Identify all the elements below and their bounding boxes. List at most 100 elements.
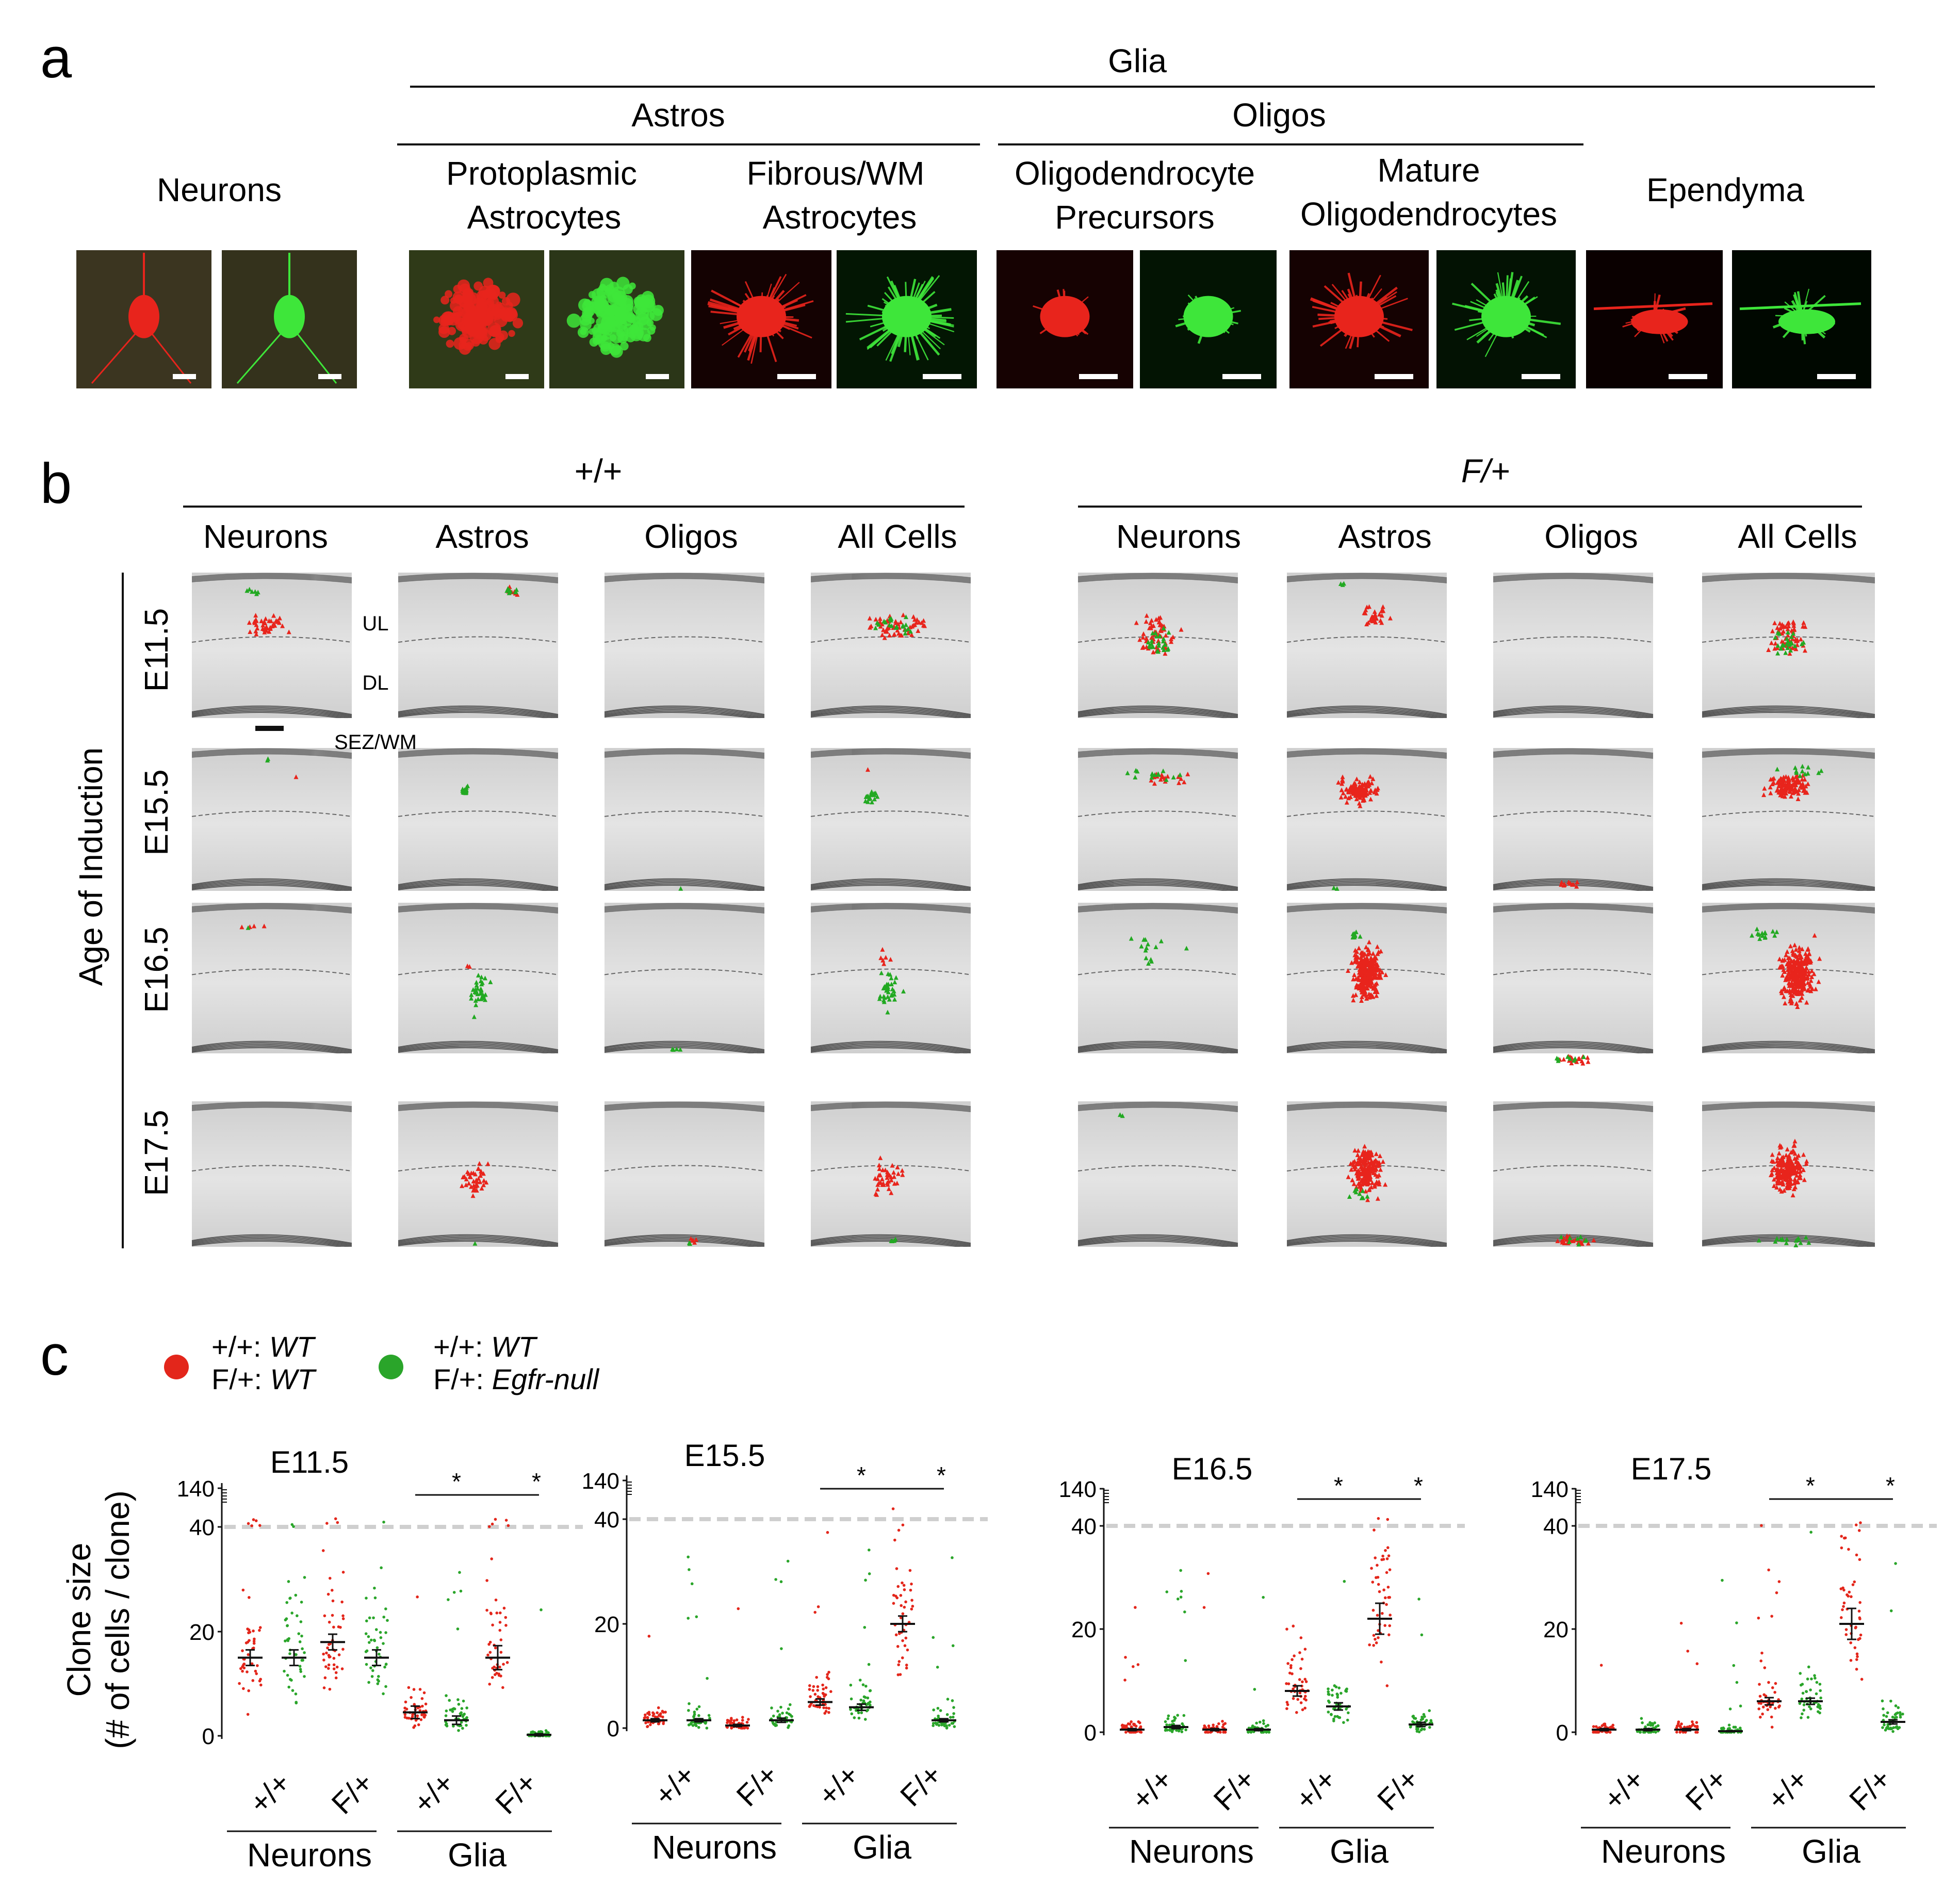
clone-data-point bbox=[1848, 1590, 1851, 1594]
cell-marker bbox=[1801, 1167, 1806, 1173]
clone-data-point bbox=[1132, 1665, 1135, 1668]
cell-marker bbox=[1774, 1184, 1779, 1190]
clone-data-point bbox=[374, 1628, 378, 1631]
pial-surface-line bbox=[1493, 576, 1654, 581]
section-background bbox=[1493, 573, 1653, 727]
clone-data-point bbox=[494, 1646, 497, 1650]
cell-marker bbox=[1359, 959, 1364, 964]
clone-data-point bbox=[384, 1685, 387, 1688]
clone-data-point bbox=[1648, 1721, 1652, 1724]
opc-title-line1: Oligodendrocyte bbox=[1015, 155, 1255, 192]
cell-process-blob bbox=[459, 298, 469, 308]
clone-data-point bbox=[821, 1683, 824, 1687]
pial-surface-line bbox=[191, 751, 352, 757]
pial-surface-line bbox=[1286, 1101, 1447, 1107]
ventricle-line bbox=[1493, 707, 1654, 716]
ventricle-line bbox=[1286, 708, 1447, 717]
clone-data-point bbox=[787, 1726, 790, 1729]
clone-data-point bbox=[1303, 1695, 1307, 1698]
cell-marker bbox=[1352, 790, 1358, 795]
clone-data-point bbox=[1805, 1690, 1808, 1694]
clone-data-point bbox=[365, 1649, 369, 1652]
cell-marker bbox=[1370, 1180, 1375, 1185]
clone-data-point bbox=[816, 1605, 820, 1608]
layer-boundary bbox=[191, 810, 352, 817]
cell-marker bbox=[1364, 993, 1369, 998]
clone-data-point bbox=[303, 1651, 306, 1654]
pial-surface-line bbox=[604, 750, 765, 756]
cell-marker bbox=[468, 1174, 473, 1179]
clone-data-point bbox=[465, 1723, 468, 1727]
clone-data-point bbox=[1849, 1641, 1853, 1645]
cell-marker bbox=[293, 774, 299, 779]
cell-marker bbox=[1141, 644, 1146, 649]
clone-data-point bbox=[459, 1712, 462, 1715]
cell-marker bbox=[1357, 779, 1362, 785]
pial-surface-line bbox=[810, 907, 971, 913]
clone-data-point bbox=[688, 1702, 691, 1705]
clone-data-point bbox=[1368, 1643, 1371, 1647]
cell-marker bbox=[1784, 952, 1789, 957]
significance-star: * bbox=[452, 1468, 461, 1495]
cell-marker bbox=[1340, 774, 1345, 779]
cell-marker bbox=[246, 925, 251, 930]
section-background bbox=[1493, 1101, 1653, 1256]
section-background bbox=[1078, 748, 1238, 900]
clone-data-point bbox=[301, 1658, 304, 1662]
clone-data-point bbox=[1799, 1672, 1802, 1675]
cell-marker bbox=[259, 618, 264, 623]
cell-marker bbox=[1358, 1156, 1363, 1161]
cell-marker bbox=[1793, 646, 1799, 652]
ventricle-line bbox=[191, 708, 352, 717]
x-tick-label: F/+ bbox=[1207, 1762, 1262, 1817]
clone-data-point bbox=[341, 1571, 345, 1574]
fplus-header: F/+ bbox=[1461, 452, 1510, 490]
clone-data-point bbox=[901, 1612, 905, 1616]
cell-marker bbox=[1152, 781, 1157, 786]
clone-data-point bbox=[376, 1682, 380, 1685]
clone-data-point bbox=[936, 1706, 940, 1710]
clone-data-point bbox=[487, 1642, 491, 1646]
clone-data-point bbox=[1813, 1674, 1816, 1677]
cell-marker bbox=[1805, 781, 1810, 786]
ventricle-line bbox=[1286, 712, 1447, 720]
cell-marker bbox=[1802, 981, 1807, 986]
clone-data-point bbox=[822, 1706, 825, 1710]
cell-marker bbox=[1792, 989, 1797, 994]
clone-data-point bbox=[657, 1706, 660, 1710]
clone-data-point bbox=[932, 1721, 935, 1725]
wt-header: +/+ bbox=[575, 452, 623, 490]
clone-data-point bbox=[656, 1716, 659, 1719]
cell-marker bbox=[1358, 795, 1363, 800]
brain-section bbox=[398, 748, 559, 900]
clone-data-point bbox=[697, 1705, 701, 1708]
cell-marker bbox=[1372, 974, 1377, 980]
pial-surface-line bbox=[1702, 906, 1875, 912]
clone-data-point bbox=[1377, 1636, 1380, 1639]
clone-data-point bbox=[850, 1712, 854, 1716]
clone-data-point bbox=[365, 1663, 368, 1666]
clone-data-point bbox=[826, 1673, 829, 1676]
section-bottom-mask bbox=[605, 891, 764, 900]
clone-data-point bbox=[1258, 1720, 1262, 1724]
clone-data-point bbox=[1346, 1718, 1349, 1722]
clone-data-point bbox=[452, 1591, 456, 1594]
cell-marker bbox=[1779, 786, 1785, 791]
clone-data-point bbox=[1773, 1690, 1776, 1694]
clone-data-point bbox=[1807, 1665, 1810, 1669]
cell-marker bbox=[1336, 780, 1341, 785]
clone-data-point bbox=[1416, 1728, 1419, 1731]
cell-marker bbox=[1789, 639, 1794, 644]
clone-data-point bbox=[248, 1639, 251, 1642]
clone-data-point bbox=[326, 1592, 330, 1596]
clone-data-point bbox=[241, 1649, 244, 1652]
clone-data-point bbox=[1332, 1717, 1335, 1721]
pial-surface-line bbox=[1702, 904, 1875, 909]
clone-data-point bbox=[827, 1706, 830, 1710]
ependymal-process bbox=[1593, 302, 1713, 311]
clone-data-point bbox=[1883, 1723, 1886, 1727]
clone-data-point bbox=[1886, 1711, 1889, 1715]
clone-data-point bbox=[447, 1598, 450, 1601]
layer-boundary bbox=[810, 1165, 971, 1171]
clone-data-point bbox=[661, 1715, 664, 1719]
